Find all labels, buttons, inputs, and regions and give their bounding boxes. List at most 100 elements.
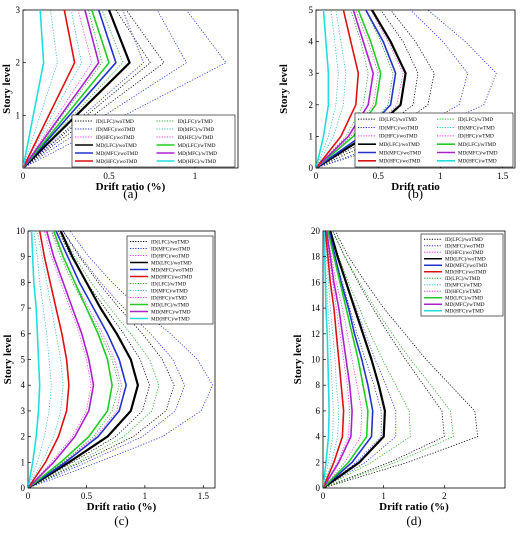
legend-entry-label: MD(HFC)/woTMD bbox=[379, 158, 420, 165]
series-line-9 bbox=[28, 231, 175, 488]
y-tick-label: 16 bbox=[311, 277, 321, 287]
legend-entry-label: ID(MFC)/woTMD bbox=[445, 243, 484, 250]
x-tick-label: 1 bbox=[438, 171, 443, 181]
legend-entry-label: MD(LFC)/wTMD bbox=[151, 301, 189, 308]
legend-entry-label: ID(MFC)/wTMD bbox=[458, 124, 495, 131]
legend-entry-label: MD(MFC)/woTMD bbox=[445, 262, 487, 269]
legend-entry-label: MD(MFC)/wTMD bbox=[151, 308, 191, 315]
legend-entry-label: MD(HFC)/wTMD bbox=[445, 308, 484, 315]
series-line-15 bbox=[323, 231, 340, 488]
y-tick-label: 3 bbox=[21, 406, 26, 416]
legend-entry-label: MD(MFC)/wTMD bbox=[178, 150, 218, 157]
series-line-11 bbox=[28, 231, 122, 488]
series-line-15 bbox=[28, 231, 64, 488]
series-line-4 bbox=[323, 231, 353, 488]
chart-panel-1: 0 0.5 1 1 2 3 Drift ratio (%) Story level ID(LFC… bbox=[1, 5, 239, 201]
y-tick-label: 20 bbox=[311, 226, 321, 236]
legend-entry-label: MD(MFC)/wTMD bbox=[458, 149, 498, 156]
legend-entry-label: MD(MFC)/woTMD bbox=[151, 266, 193, 273]
series-line-14 bbox=[316, 10, 369, 168]
legend-entry-label: MD(LFC)/woTMD bbox=[445, 256, 486, 263]
y-tick-label: 8 bbox=[316, 380, 321, 390]
legend-entry-label: ID(LFC)/woTMD bbox=[445, 236, 483, 243]
series-line-3 bbox=[323, 231, 369, 488]
y-tick-label: 1 bbox=[21, 457, 26, 467]
legend-entry-label: MD(LFC)/wTMD bbox=[445, 295, 483, 302]
legend-entry-label: ID(MFC)/wTMD bbox=[445, 282, 482, 289]
series-group bbox=[316, 10, 497, 168]
series-line-14 bbox=[23, 10, 124, 168]
legend-entry-label: ID(LFC)/wTMD bbox=[458, 116, 493, 123]
y-tick-label: 5 bbox=[309, 5, 314, 15]
x-axis-title: Drift ratio (%) bbox=[87, 501, 157, 513]
legend-box bbox=[420, 233, 504, 317]
legend-entry-label: ID(HFC)/woTMD bbox=[151, 252, 190, 259]
y-tick-label: 1 bbox=[309, 131, 314, 141]
series-line-8 bbox=[23, 10, 151, 168]
x-tick-label: 2 bbox=[442, 491, 447, 501]
legend-entry-label: MD(HFC)/woTMD bbox=[151, 273, 192, 280]
series-line-3 bbox=[28, 231, 113, 488]
y-tick-label: 18 bbox=[311, 252, 321, 262]
series-line-16 bbox=[23, 10, 58, 168]
y-tick-label: 4 bbox=[21, 380, 26, 390]
series-line-7 bbox=[323, 231, 479, 488]
y-tick-label: 3 bbox=[309, 68, 314, 78]
series-line-16 bbox=[316, 10, 339, 168]
series-line-4 bbox=[28, 231, 95, 488]
series-line-5 bbox=[316, 10, 360, 168]
legend-entry-label: MD(HFC)/wTMD bbox=[178, 158, 217, 165]
legend: ID(LFC)/woTMDID(MFC)/woTMDID(HFC)/woTMDM… bbox=[420, 233, 504, 317]
series-line-1 bbox=[28, 231, 139, 488]
x-tick-label: 1.5 bbox=[198, 491, 210, 501]
series-line-7 bbox=[23, 10, 165, 168]
legend-box bbox=[354, 112, 514, 168]
series-line-6 bbox=[23, 10, 45, 168]
series-line-2 bbox=[316, 10, 397, 168]
legend-box bbox=[71, 114, 236, 168]
legend-entry-label: ID(MFC)/woTMD bbox=[151, 245, 190, 252]
y-axis-title: Story level bbox=[292, 335, 304, 385]
legend-entry-label: MD(LFC)/wTMD bbox=[178, 142, 216, 149]
series-line-2 bbox=[28, 231, 127, 488]
series-line-12 bbox=[28, 231, 92, 488]
y-tick-label: 2 bbox=[316, 457, 321, 467]
x-tick-label: 1 bbox=[193, 171, 198, 181]
y-tick-label: 2 bbox=[16, 58, 21, 68]
y-axis-title: Story level bbox=[2, 335, 14, 385]
x-tick-label: 0 bbox=[21, 171, 26, 181]
series-line-13 bbox=[323, 231, 363, 488]
y-axis-title: Story level bbox=[278, 64, 290, 114]
series-line-3 bbox=[23, 10, 110, 168]
legend-entry-label: ID(LFC)/wTMD bbox=[178, 118, 213, 125]
legend-entry-label: ID(HFC)/woTMD bbox=[379, 133, 418, 140]
series-line-10 bbox=[316, 10, 419, 168]
series-line-8 bbox=[28, 231, 186, 488]
x-tick-label: 1 bbox=[143, 491, 148, 501]
y-tick-label: 4 bbox=[309, 37, 314, 47]
series-line-2 bbox=[23, 10, 117, 168]
legend-entry-label: MD(LFC)/woTMD bbox=[96, 142, 137, 149]
series-line-6 bbox=[28, 231, 41, 488]
series-line-11 bbox=[316, 10, 404, 168]
series-line-15 bbox=[23, 10, 103, 168]
x-axis-title: Drift ratio (%) bbox=[379, 501, 449, 513]
legend-entry-label: MD(LFC)/woTMD bbox=[151, 259, 192, 266]
y-tick-label: 2 bbox=[309, 100, 314, 110]
series-line-1 bbox=[323, 231, 386, 488]
legend-box bbox=[126, 235, 214, 325]
legend: ID(LFC)/woTMDID(MFC)/woTMDID(HFC)/woTMDM… bbox=[71, 114, 236, 168]
legend-entry-label: MD(LFC)/woTMD bbox=[379, 141, 420, 148]
series-line-17 bbox=[23, 10, 82, 168]
series-group bbox=[28, 231, 214, 488]
legend: ID(LFC)/woTMDID(MFC)/woTMDID(HFC)/woTMDM… bbox=[126, 235, 214, 325]
y-axis-title: Story level bbox=[1, 64, 13, 114]
y-tick-label: 4 bbox=[316, 432, 321, 442]
series-line-4 bbox=[316, 10, 375, 168]
x-axis-title: Drift ratio (%) bbox=[96, 181, 166, 193]
series-line-16 bbox=[323, 231, 334, 488]
legend-entry-label: MD(MFC)/wTMD bbox=[445, 301, 485, 308]
legend-entry-label: ID(HFC)/woTMD bbox=[96, 134, 135, 141]
